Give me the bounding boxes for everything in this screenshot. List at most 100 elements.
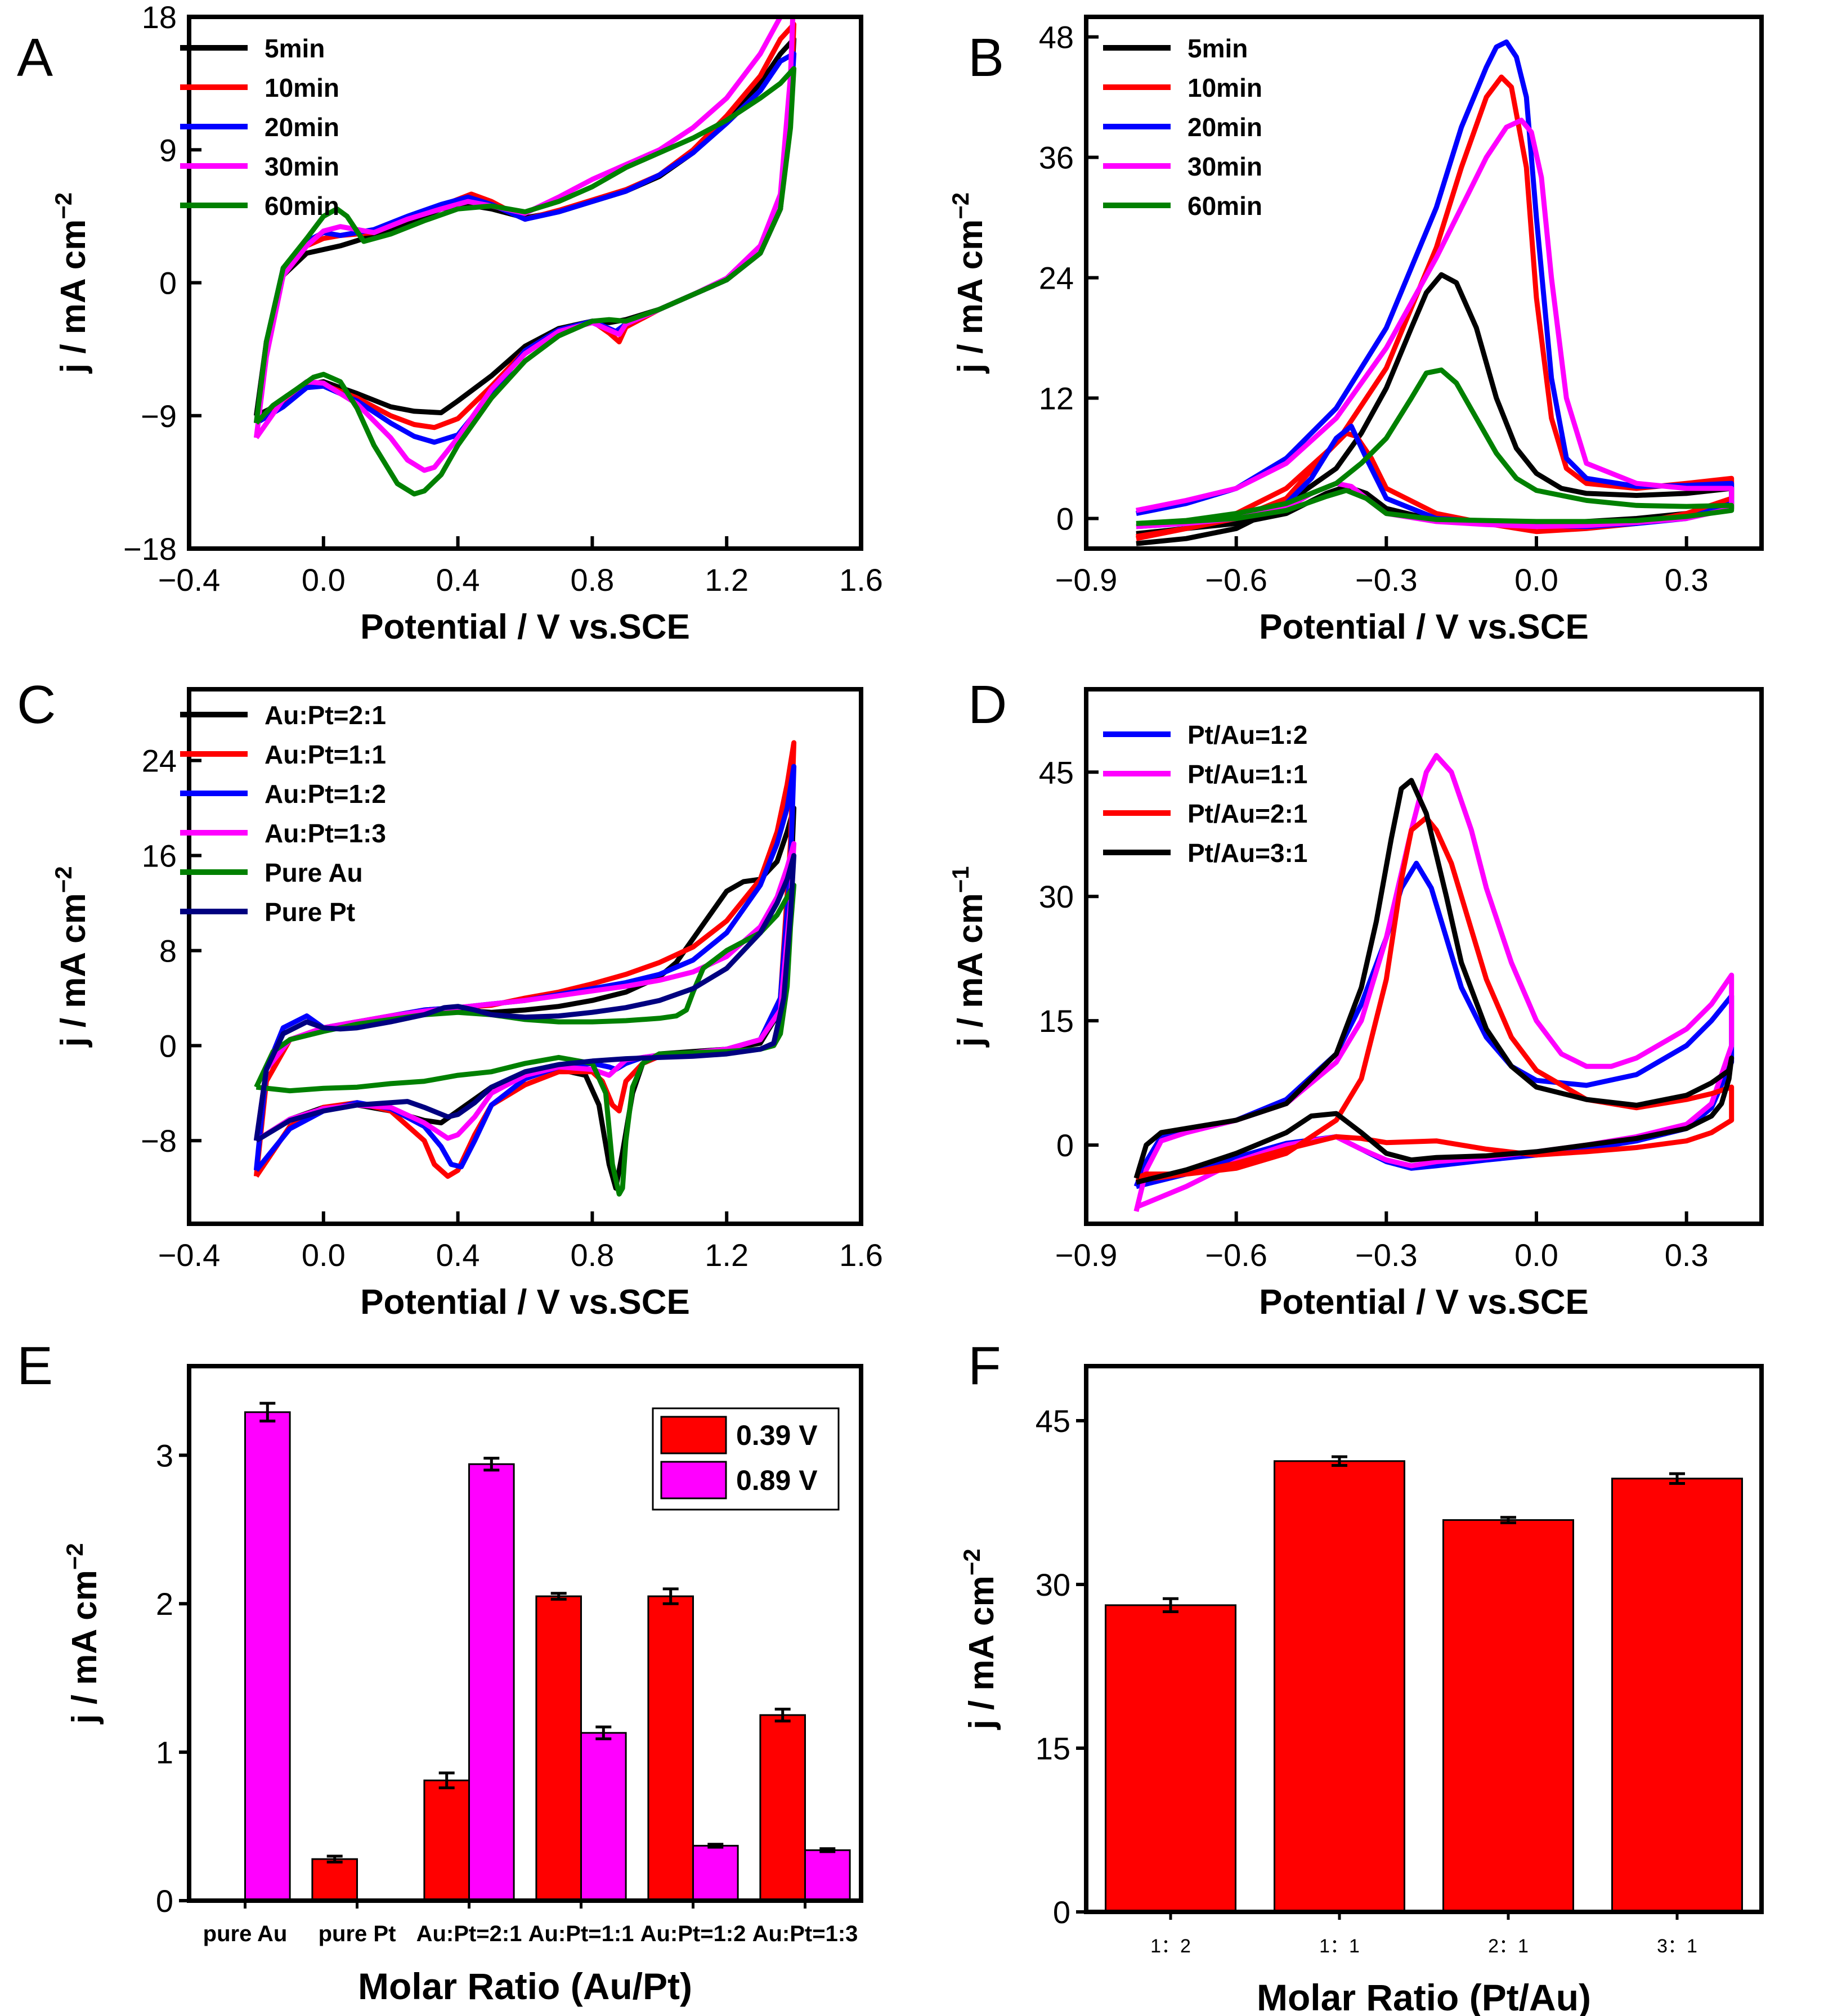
x-tick-label: 0.3 (1665, 1237, 1709, 1273)
y-tick-label: −8 (141, 1123, 177, 1159)
y-axis-label: j / mA cm−2 (958, 1548, 1001, 1730)
y-axis-label: j / mA cm−1 (947, 866, 990, 1047)
series-line-Pt/Au=1:1 (1133, 753, 1735, 1212)
y-tick-label: 2 (156, 1586, 173, 1622)
y-tick-label: 0 (1056, 1128, 1074, 1163)
x-tick-label: pure Pt (319, 1921, 396, 1946)
x-tick-label: 0.3 (1665, 562, 1709, 598)
legend-label: 30min (265, 152, 339, 181)
x-tick-label: Au:Pt=1:1 (528, 1921, 634, 1946)
legend-label: 10min (265, 73, 339, 102)
panel-label: C (17, 675, 56, 735)
x-tick-label: 3：1 (1657, 1936, 1697, 1957)
x-tick-label: −0.6 (1205, 1237, 1267, 1273)
x-tick-label: 1.6 (839, 562, 883, 598)
legend-label: Au:Pt=2:1 (265, 701, 386, 730)
y-tick-label: 0 (156, 1883, 173, 1919)
plot-frame (1084, 15, 1764, 551)
x-tick-label: 0.4 (436, 562, 480, 598)
panel-A: A −0.4 0.0 0.4 0.8 1.2 1.6 −18 −9 0 9 18 Potential /… (17, 0, 883, 646)
y-tick-label: 1 (156, 1735, 173, 1770)
y-tick-label: 45 (1039, 755, 1074, 790)
x-tick-label: −0.9 (1055, 562, 1118, 598)
plot-frame (1084, 687, 1764, 1226)
x-tick-label: 0.8 (570, 562, 614, 598)
x-tick-label: pure Au (203, 1921, 288, 1946)
x-tick-label: −0.9 (1055, 1237, 1118, 1273)
legend-label: 60min (265, 191, 339, 221)
plot-frame (187, 1364, 863, 1903)
y-tick-label: 0 (1053, 1894, 1070, 1930)
bar-0.89 V-Au:Pt=1:3 (804, 1849, 851, 1902)
y-tick-label: 16 (142, 838, 177, 874)
y-tick-label: 8 (159, 933, 177, 968)
y-tick-label: 30 (1039, 879, 1074, 914)
panel-D: D −0.9 −0.6 −0.3 0.0 0.3 0 15 30 45 Potential / V … (947, 675, 1764, 1322)
series-line-60min (253, 66, 797, 497)
x-tick-label: 1：2 (1150, 1936, 1191, 1957)
y-tick-label: 24 (1039, 261, 1074, 296)
x-axis-label: Potential / V vs.SCE (1259, 608, 1589, 646)
y-tick-label: 12 (1039, 381, 1074, 416)
series-line-30min (253, 17, 796, 473)
series-line-Pt/Au=2:1 (1135, 815, 1735, 1183)
x-tick-label: −0.3 (1355, 562, 1418, 598)
series-line-10min (1136, 74, 1735, 541)
x-axis-label: Potential / V vs.SCE (360, 1283, 690, 1322)
x-tick-label: Au:Pt=2:1 (416, 1921, 522, 1946)
y-tick-label: 48 (1039, 20, 1074, 55)
series-line-Au:Pt=1:3 (253, 841, 797, 1143)
bar-0.39 V-Au:Pt=1:3 (759, 1714, 806, 1902)
bar-0.39 V-Au:Pt=2:1 (423, 1779, 470, 1902)
legend-label: 5min (1187, 34, 1248, 63)
y-axis-label: j / mA cm−2 (50, 192, 93, 374)
y-tick-label: 0 (159, 266, 177, 301)
x-tick-label: −0.6 (1205, 562, 1267, 598)
legend-label: Pt/Au=2:1 (1187, 799, 1307, 828)
panel-label: E (17, 1336, 53, 1396)
x-tick-label: Au:Pt=1:3 (752, 1921, 858, 1946)
legend-label: 5min (265, 34, 325, 63)
x-tick-label: 2：1 (1488, 1936, 1529, 1957)
legend-label: 60min (1187, 191, 1262, 221)
y-tick-label: 36 (1039, 140, 1074, 176)
series-line-60min (1136, 367, 1735, 526)
x-axis-label: Potential / V vs.SCE (360, 608, 690, 646)
legend-label: 10min (1187, 73, 1262, 102)
x-tick-label: 1.2 (705, 1237, 749, 1273)
legend-label: Pure Pt (265, 897, 355, 927)
legend-label: Au:Pt=1:1 (265, 740, 386, 769)
legend-label: Pure Au (265, 858, 363, 887)
x-axis-label: Molar Ratio (Pt/Au) (1257, 1977, 1591, 2016)
x-axis-label: Potential / V vs.SCE (1259, 1283, 1589, 1322)
y-tick-label: 18 (142, 0, 177, 35)
x-tick-label: 0.8 (570, 1237, 614, 1273)
legend-swatch (660, 1416, 727, 1454)
legend-label: Pt/Au=1:2 (1187, 720, 1307, 749)
y-tick-label: 30 (1036, 1567, 1070, 1602)
bar-0.39 V-Au:Pt=1:2 (647, 1595, 694, 1902)
x-tick-label: 1.2 (705, 562, 749, 598)
legend-label: 20min (1187, 113, 1262, 142)
y-axis-label: j / mA cm−2 (947, 192, 990, 374)
y-tick-label: 9 (159, 132, 177, 168)
bar-0.89 V-Au:Pt=1:2 (692, 1844, 739, 1902)
bar-0.39 V-pure Pt (311, 1858, 358, 1902)
x-tick-label: 0.0 (302, 562, 346, 598)
legend-label: 0.39 V (736, 1420, 818, 1451)
x-tick-label: −0.4 (158, 1237, 221, 1273)
panel-label: A (17, 28, 53, 88)
y-tick-label: 15 (1039, 1003, 1074, 1039)
y-tick-label: 3 (156, 1438, 173, 1473)
x-tick-label: 1：1 (1319, 1936, 1360, 1957)
y-tick-label: −9 (141, 398, 177, 434)
panel-label: D (968, 675, 1007, 735)
bar-0.89 V-Au:Pt=2:1 (468, 1463, 515, 1902)
legend-label: Pt/Au=3:1 (1187, 838, 1307, 868)
x-tick-label: −0.4 (158, 562, 221, 598)
x-tick-label: 0.0 (1514, 562, 1558, 598)
x-tick-label: 0.0 (302, 1237, 346, 1273)
series-line-Pure Pt (253, 853, 797, 1143)
